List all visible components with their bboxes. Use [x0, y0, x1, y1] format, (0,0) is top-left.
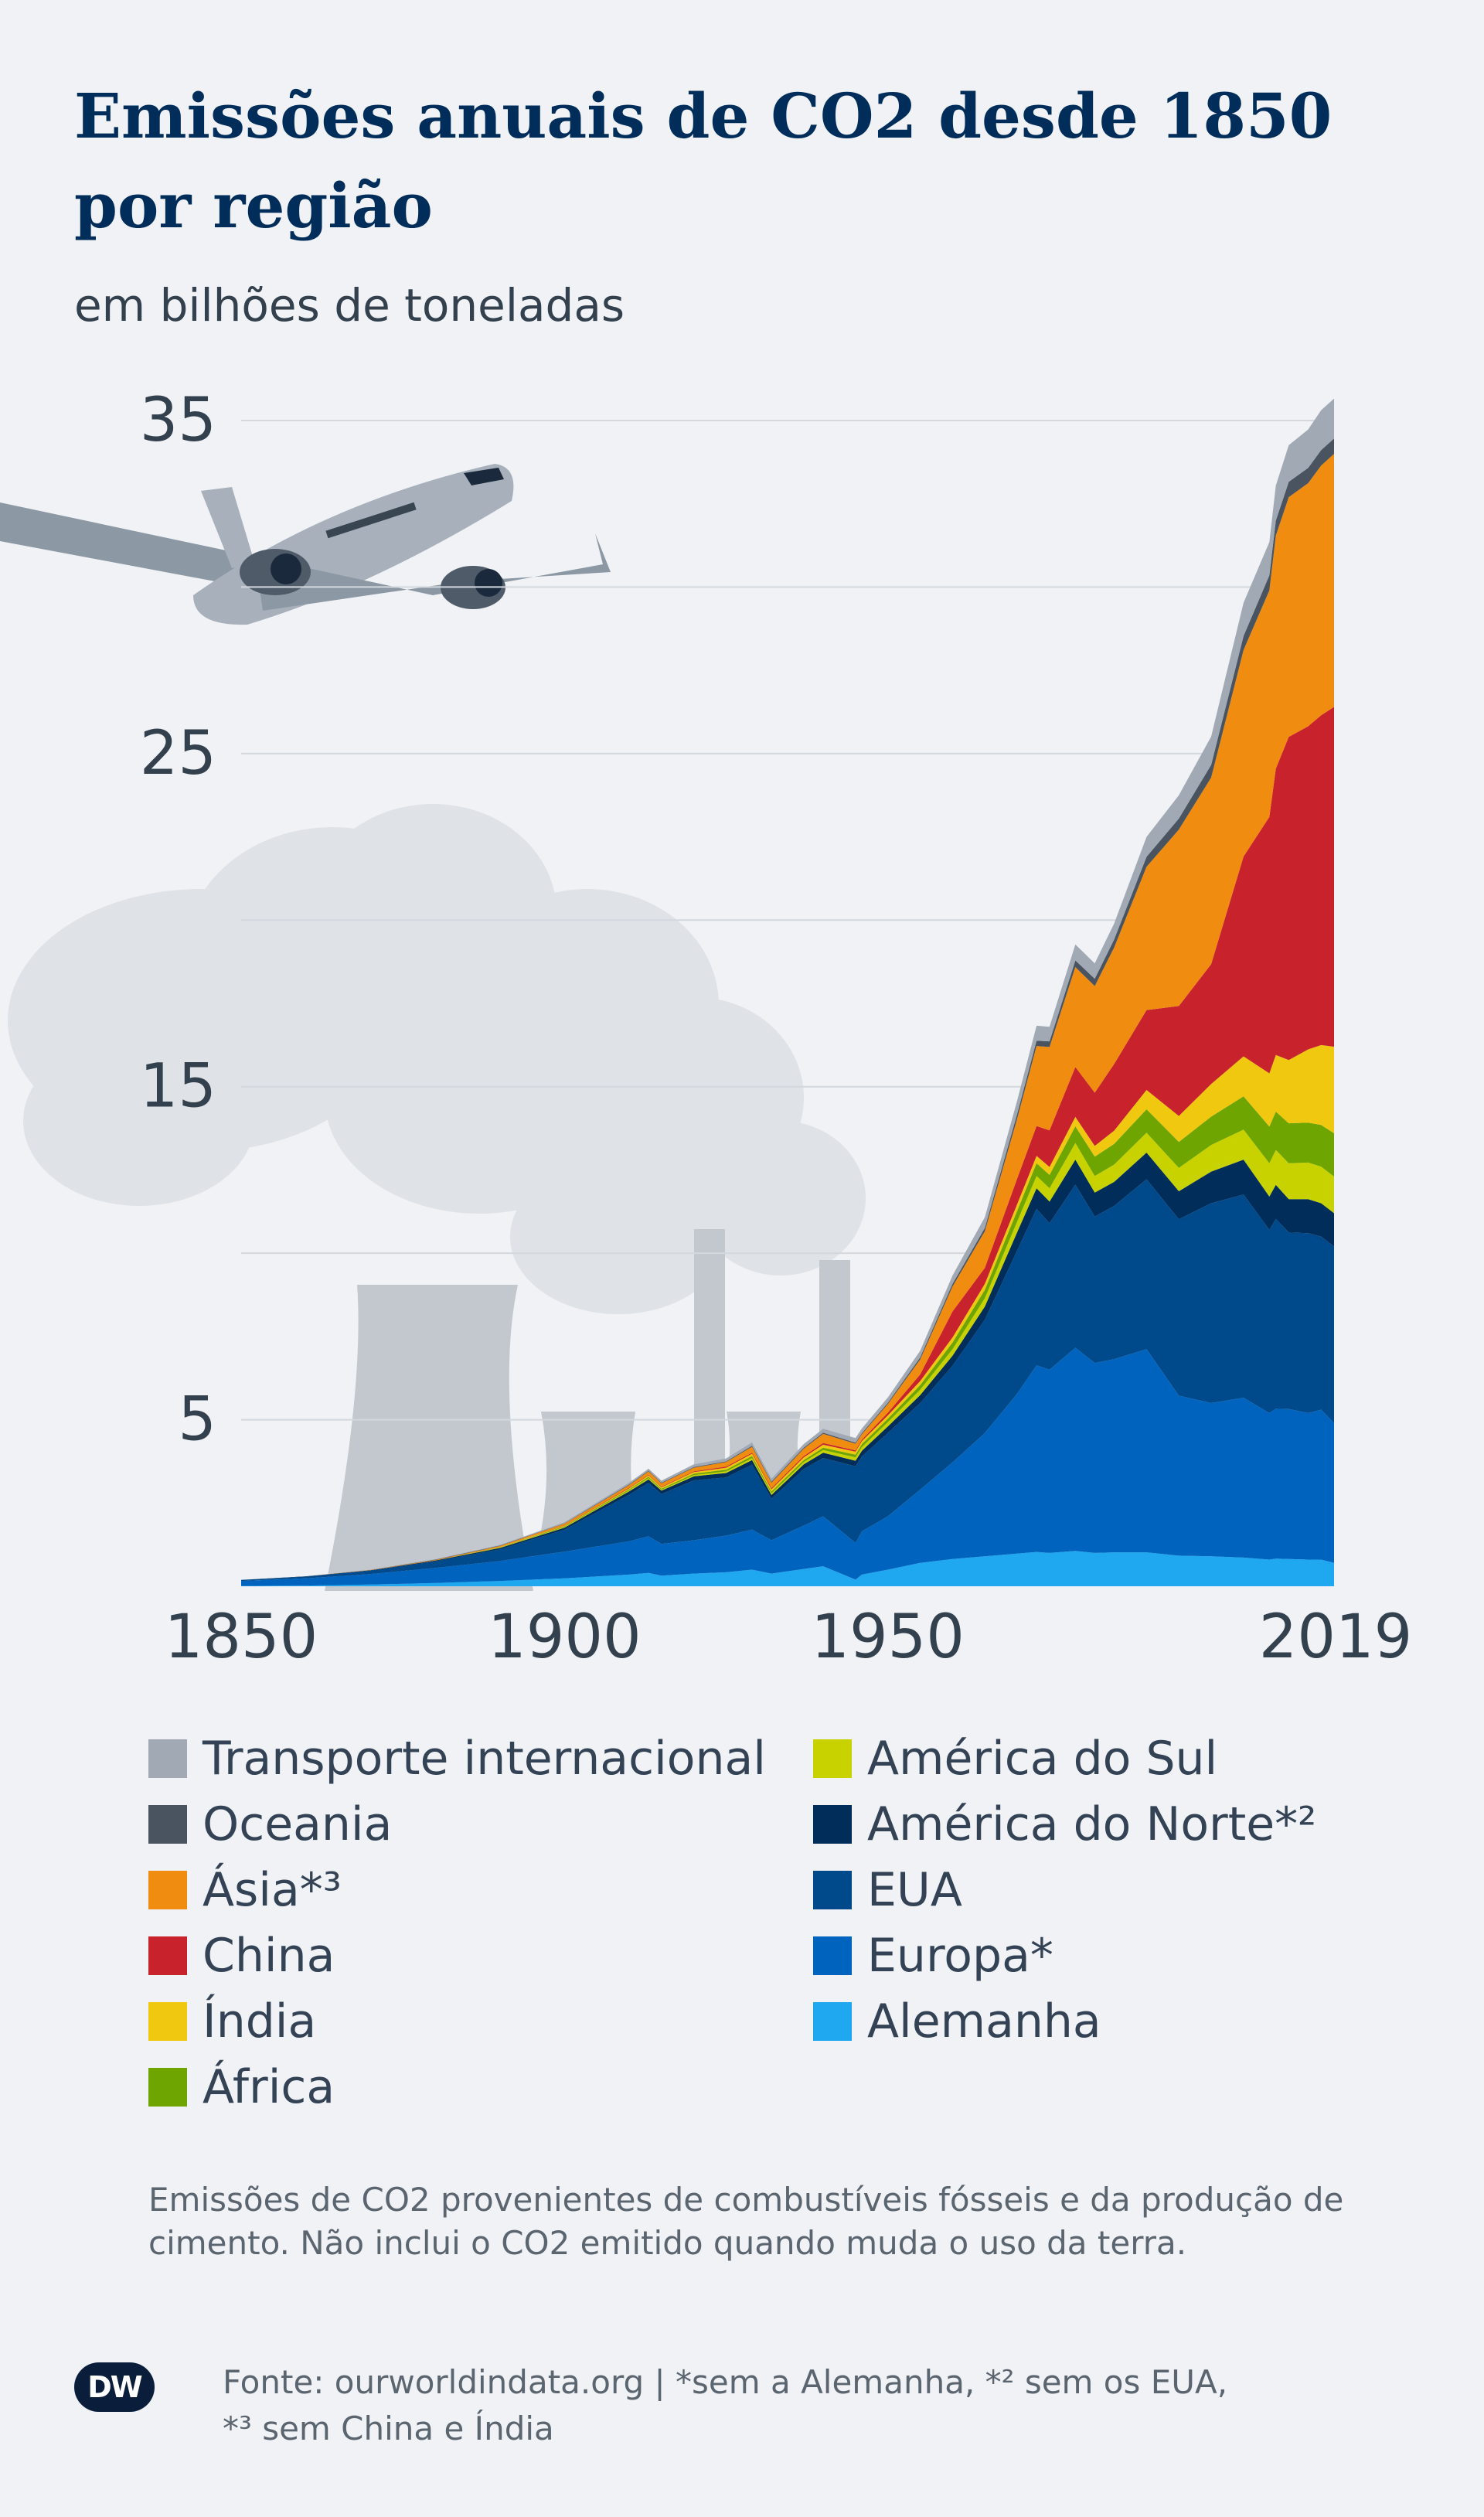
area-series-india	[241, 1044, 1334, 1580]
area-series-asia	[241, 454, 1334, 1580]
smoke-illustration	[8, 804, 866, 1314]
chart-subtitle: em bilhões de toneladas	[74, 279, 625, 332]
legend-item: EUA	[813, 1863, 962, 1917]
legend-label: África	[203, 2060, 335, 2114]
chart-legend: Transporte internacional Oceania Ásia*³ Chi…	[0, 1732, 1484, 2164]
legend-item: China	[148, 1929, 335, 1983]
legend-swatch	[813, 1739, 852, 1778]
legend-swatch	[148, 1936, 187, 1975]
legend-item: Transporte internacional	[148, 1732, 766, 1786]
area-series-eua	[241, 1179, 1334, 1582]
legend-swatch	[148, 1871, 187, 1909]
legend-label: Oceania	[203, 1797, 393, 1851]
x-tick-label: 1900	[488, 1603, 642, 1670]
y-tick-label: 5	[178, 1385, 216, 1455]
legend-swatch	[148, 1805, 187, 1844]
airplane-illustration	[0, 464, 611, 625]
source-line-1: Fonte: ourworldindata.org | *sem a Alema…	[223, 2363, 1228, 2401]
legend-item: Ásia*³	[148, 1863, 342, 1917]
chart-title: Emissões anuais de CO2 desde 1850 por re…	[74, 80, 1333, 242]
legend-item: Oceania	[148, 1797, 392, 1851]
y-tick-label: 35	[140, 386, 216, 455]
legend-label: Alemanha	[867, 1994, 1101, 2049]
x-tick-label: 1850	[165, 1603, 318, 1670]
source-line-2: *³ sem China e Índia	[223, 2410, 554, 2447]
legend-swatch	[148, 2068, 187, 2107]
legend-label: Transporte internacional	[203, 1732, 766, 1786]
area-series-america-do-norte	[241, 1153, 1334, 1580]
legend-label: Índia	[203, 1994, 317, 2049]
y-tick-label: 25	[140, 719, 216, 788]
legend-swatch	[148, 2002, 187, 2041]
dw-logo: DW	[74, 2362, 155, 2412]
chart-note: Emissões de CO2 provenientes de combustí…	[148, 2181, 1344, 2262]
legend-item: Alemanha	[813, 1994, 1101, 2049]
y-tick-label: 15	[140, 1052, 216, 1122]
legend-label: América do Norte*²	[867, 1797, 1317, 1851]
legend-swatch	[813, 1936, 852, 1975]
legend-item: América do Sul	[813, 1732, 1217, 1786]
legend-label: Ásia*³	[203, 1863, 342, 1917]
legend-item: África	[148, 2060, 335, 2114]
legend-label: Europa*	[867, 1929, 1053, 1983]
x-tick-label: 2019	[1259, 1603, 1413, 1670]
area-series-alemanha	[241, 1551, 1334, 1586]
chart-area: 5 15 25 35 1850 1900 1950 2019	[0, 386, 1413, 1670]
legend-label: EUA	[867, 1863, 962, 1917]
legend-swatch	[148, 1739, 187, 1778]
legend-swatch	[813, 2002, 852, 2041]
legend-label: América do Sul	[867, 1732, 1218, 1786]
legend-swatch	[813, 1871, 852, 1909]
legend-item: Europa*	[813, 1929, 1053, 1983]
legend-item: Índia	[148, 1994, 316, 2049]
chart-source: Fonte: ourworldindata.org | *sem a Alema…	[223, 2359, 1428, 2452]
legend-item: América do Norte*²	[813, 1797, 1316, 1851]
area-series-europa	[241, 1347, 1334, 1586]
legend-label: China	[203, 1929, 335, 1983]
x-tick-label: 1950	[811, 1603, 965, 1670]
legend-swatch	[813, 1805, 852, 1844]
